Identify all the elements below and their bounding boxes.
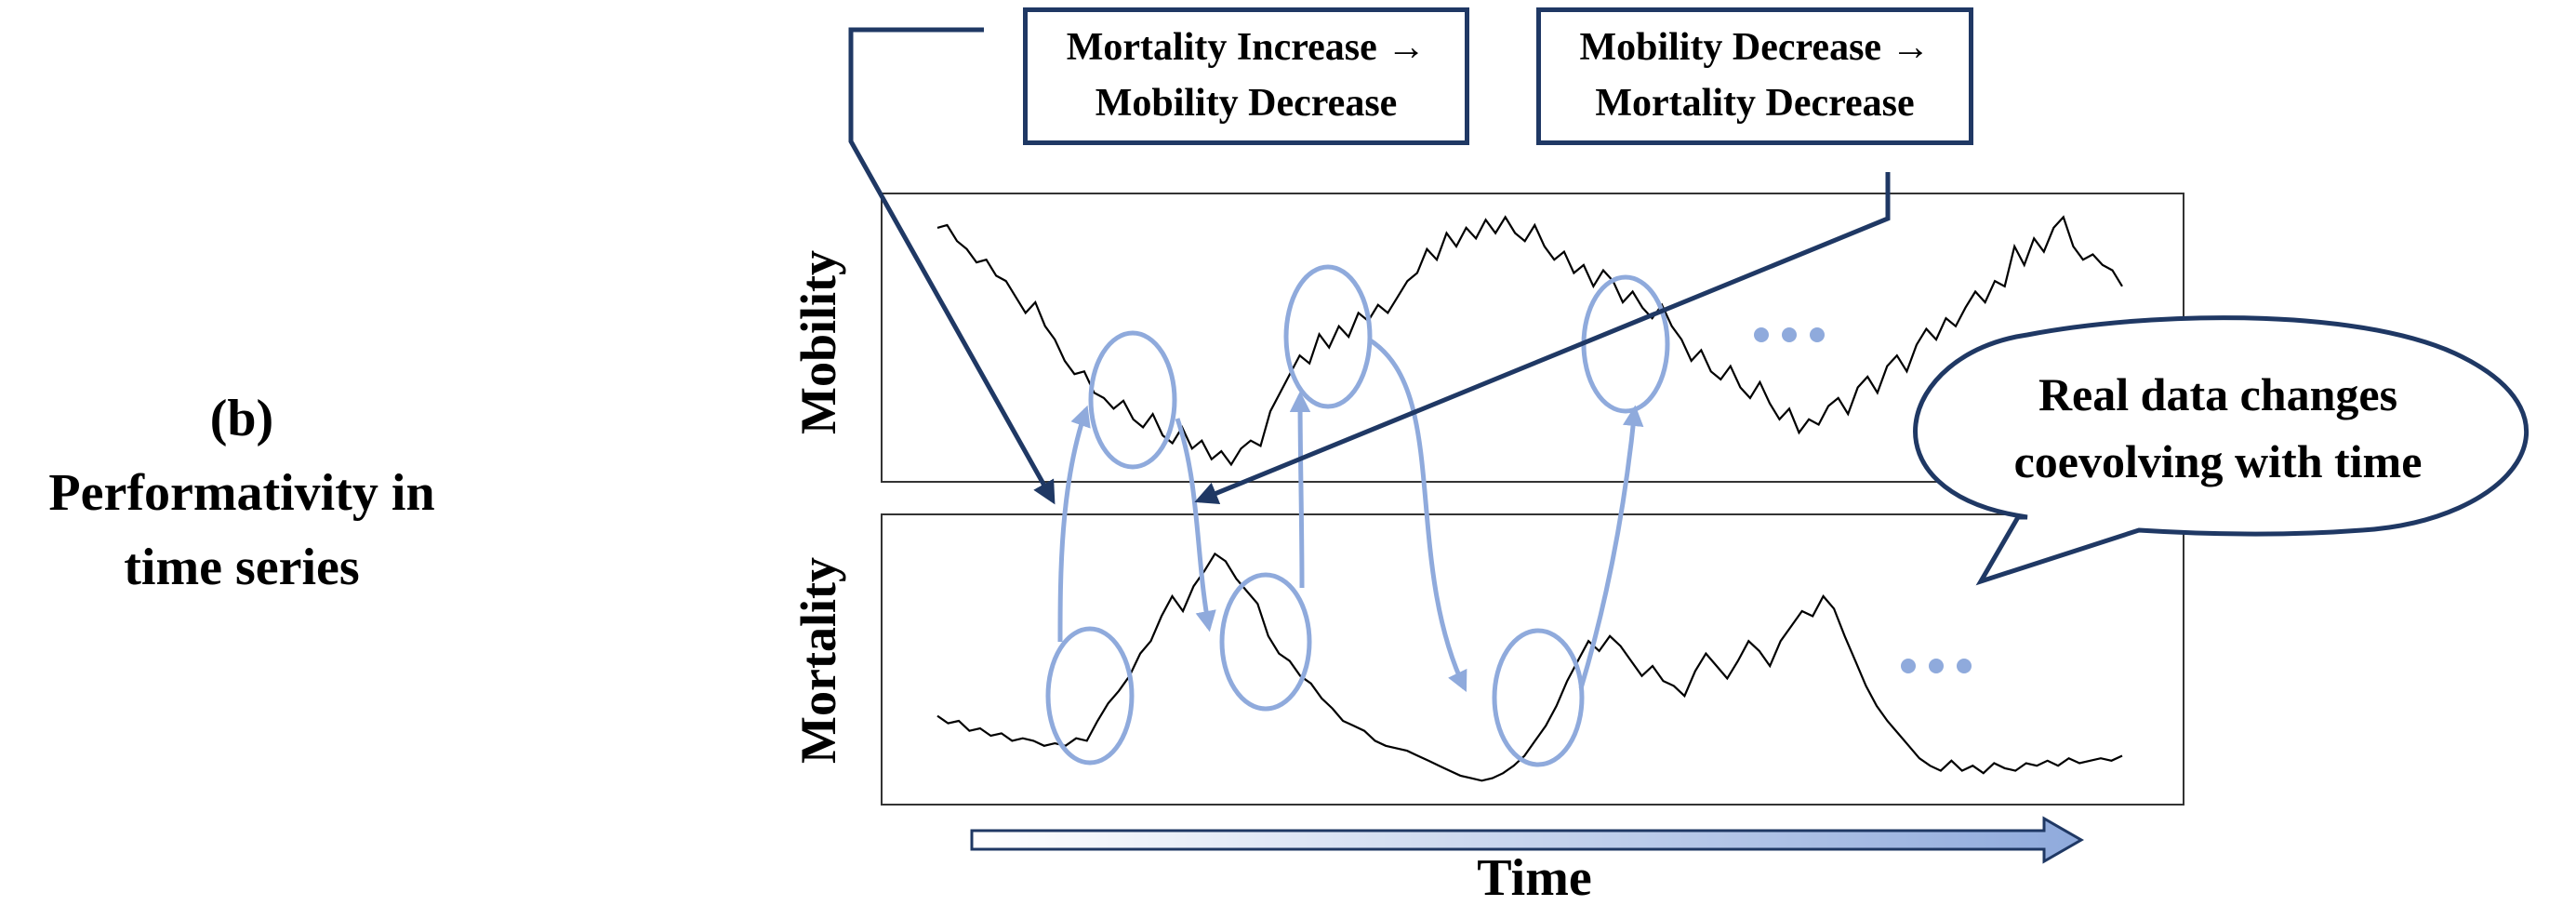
mortality-ellipse-1 (1045, 626, 1135, 766)
mobility-to-mortality-box: Mobility Decrease → Mortality Decrease (1536, 7, 1973, 145)
speech-bubble (1913, 315, 2530, 586)
loop-arrow-mortality-to-mobility-2 (1289, 391, 1311, 589)
mortality-series-line (936, 552, 2123, 782)
bubble-line2: coevolving with time (2013, 435, 2423, 487)
bubble-line1: Real data changes (2038, 368, 2398, 420)
loop-arrow-mobility-to-mortality-1 (1175, 418, 1216, 633)
loop-arrow-mortality-to-mobility-1 (1057, 405, 1091, 643)
panel-title-line1: Performativity in (48, 464, 435, 522)
loop-arrow-mobility-to-mortality-2 (1367, 337, 1467, 693)
mobility-ellipse-2 (1283, 264, 1373, 409)
mobility-axis-label: Mobility (790, 250, 846, 434)
loop-arrow-mortality-to-mobility-3 (1578, 405, 1644, 689)
panel-letter: (b) (209, 390, 274, 447)
time-arrow (970, 816, 2085, 864)
panel-title-line2: time series (124, 539, 360, 596)
panel-label: (b) Performativity in time series (0, 381, 484, 605)
mortality-to-mobility-box: Mortality Increase → Mobility Decrease (1023, 7, 1469, 145)
mortality-axis-label: Mortality (790, 557, 846, 764)
mobility-series-line (936, 215, 2123, 467)
mobility-continuation-dots (1754, 327, 1825, 342)
mortality-ellipse-2 (1219, 572, 1312, 712)
box-left-line1: Mortality Increase → (1066, 26, 1427, 69)
callout-arrow-left (848, 27, 1056, 505)
mortality-continuation-dots (1901, 659, 1972, 673)
callout-arrow-right (1194, 172, 1891, 505)
speech-bubble-text: Real data changes coevolving with time (1934, 361, 2502, 495)
box-left-line2: Mobility Decrease (1095, 82, 1398, 125)
box-right-line2: Mortality Decrease (1595, 82, 1915, 125)
mobility-ellipse-1 (1088, 330, 1177, 470)
time-axis-label: Time (1477, 849, 1592, 907)
box-right-line1: Mobility Decrease → (1579, 26, 1931, 69)
mortality-ellipse-3 (1492, 628, 1585, 767)
